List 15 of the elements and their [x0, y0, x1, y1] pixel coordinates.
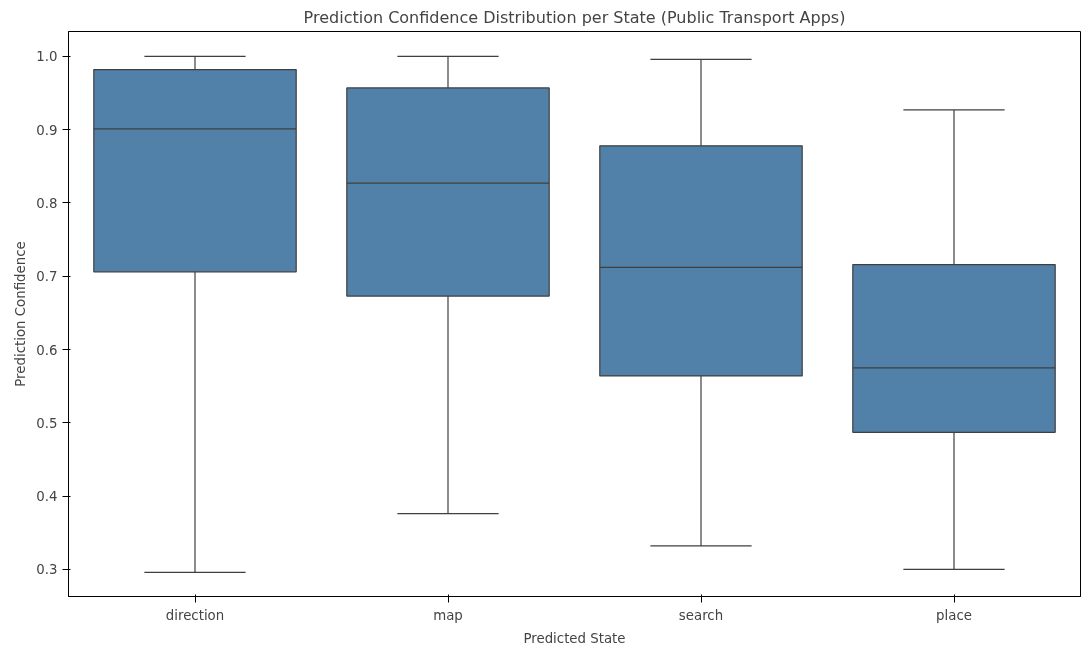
y-tick-label: 0.8 [36, 195, 58, 211]
y-axis-title: Prediction Confidence [13, 241, 29, 387]
y-tick-label: 1.0 [36, 49, 58, 65]
x-tick-label: place [936, 607, 972, 623]
y-tick-label: 0.3 [36, 562, 58, 578]
x-axis-title: Predicted State [523, 630, 626, 646]
x-tick-label: direction [165, 607, 225, 623]
chart-title: Prediction Confidence Distribution per State (Public Transport Apps) [303, 7, 846, 27]
x-tick-label: search [678, 607, 724, 623]
x-tick-label: map [433, 607, 463, 623]
y-tick-label: 0.4 [36, 489, 58, 505]
y-tick-label: 0.9 [36, 122, 58, 138]
y-tick-label: 0.6 [36, 342, 58, 358]
y-tick-label: 0.7 [36, 269, 58, 285]
y-tick-label: 0.5 [36, 415, 58, 431]
